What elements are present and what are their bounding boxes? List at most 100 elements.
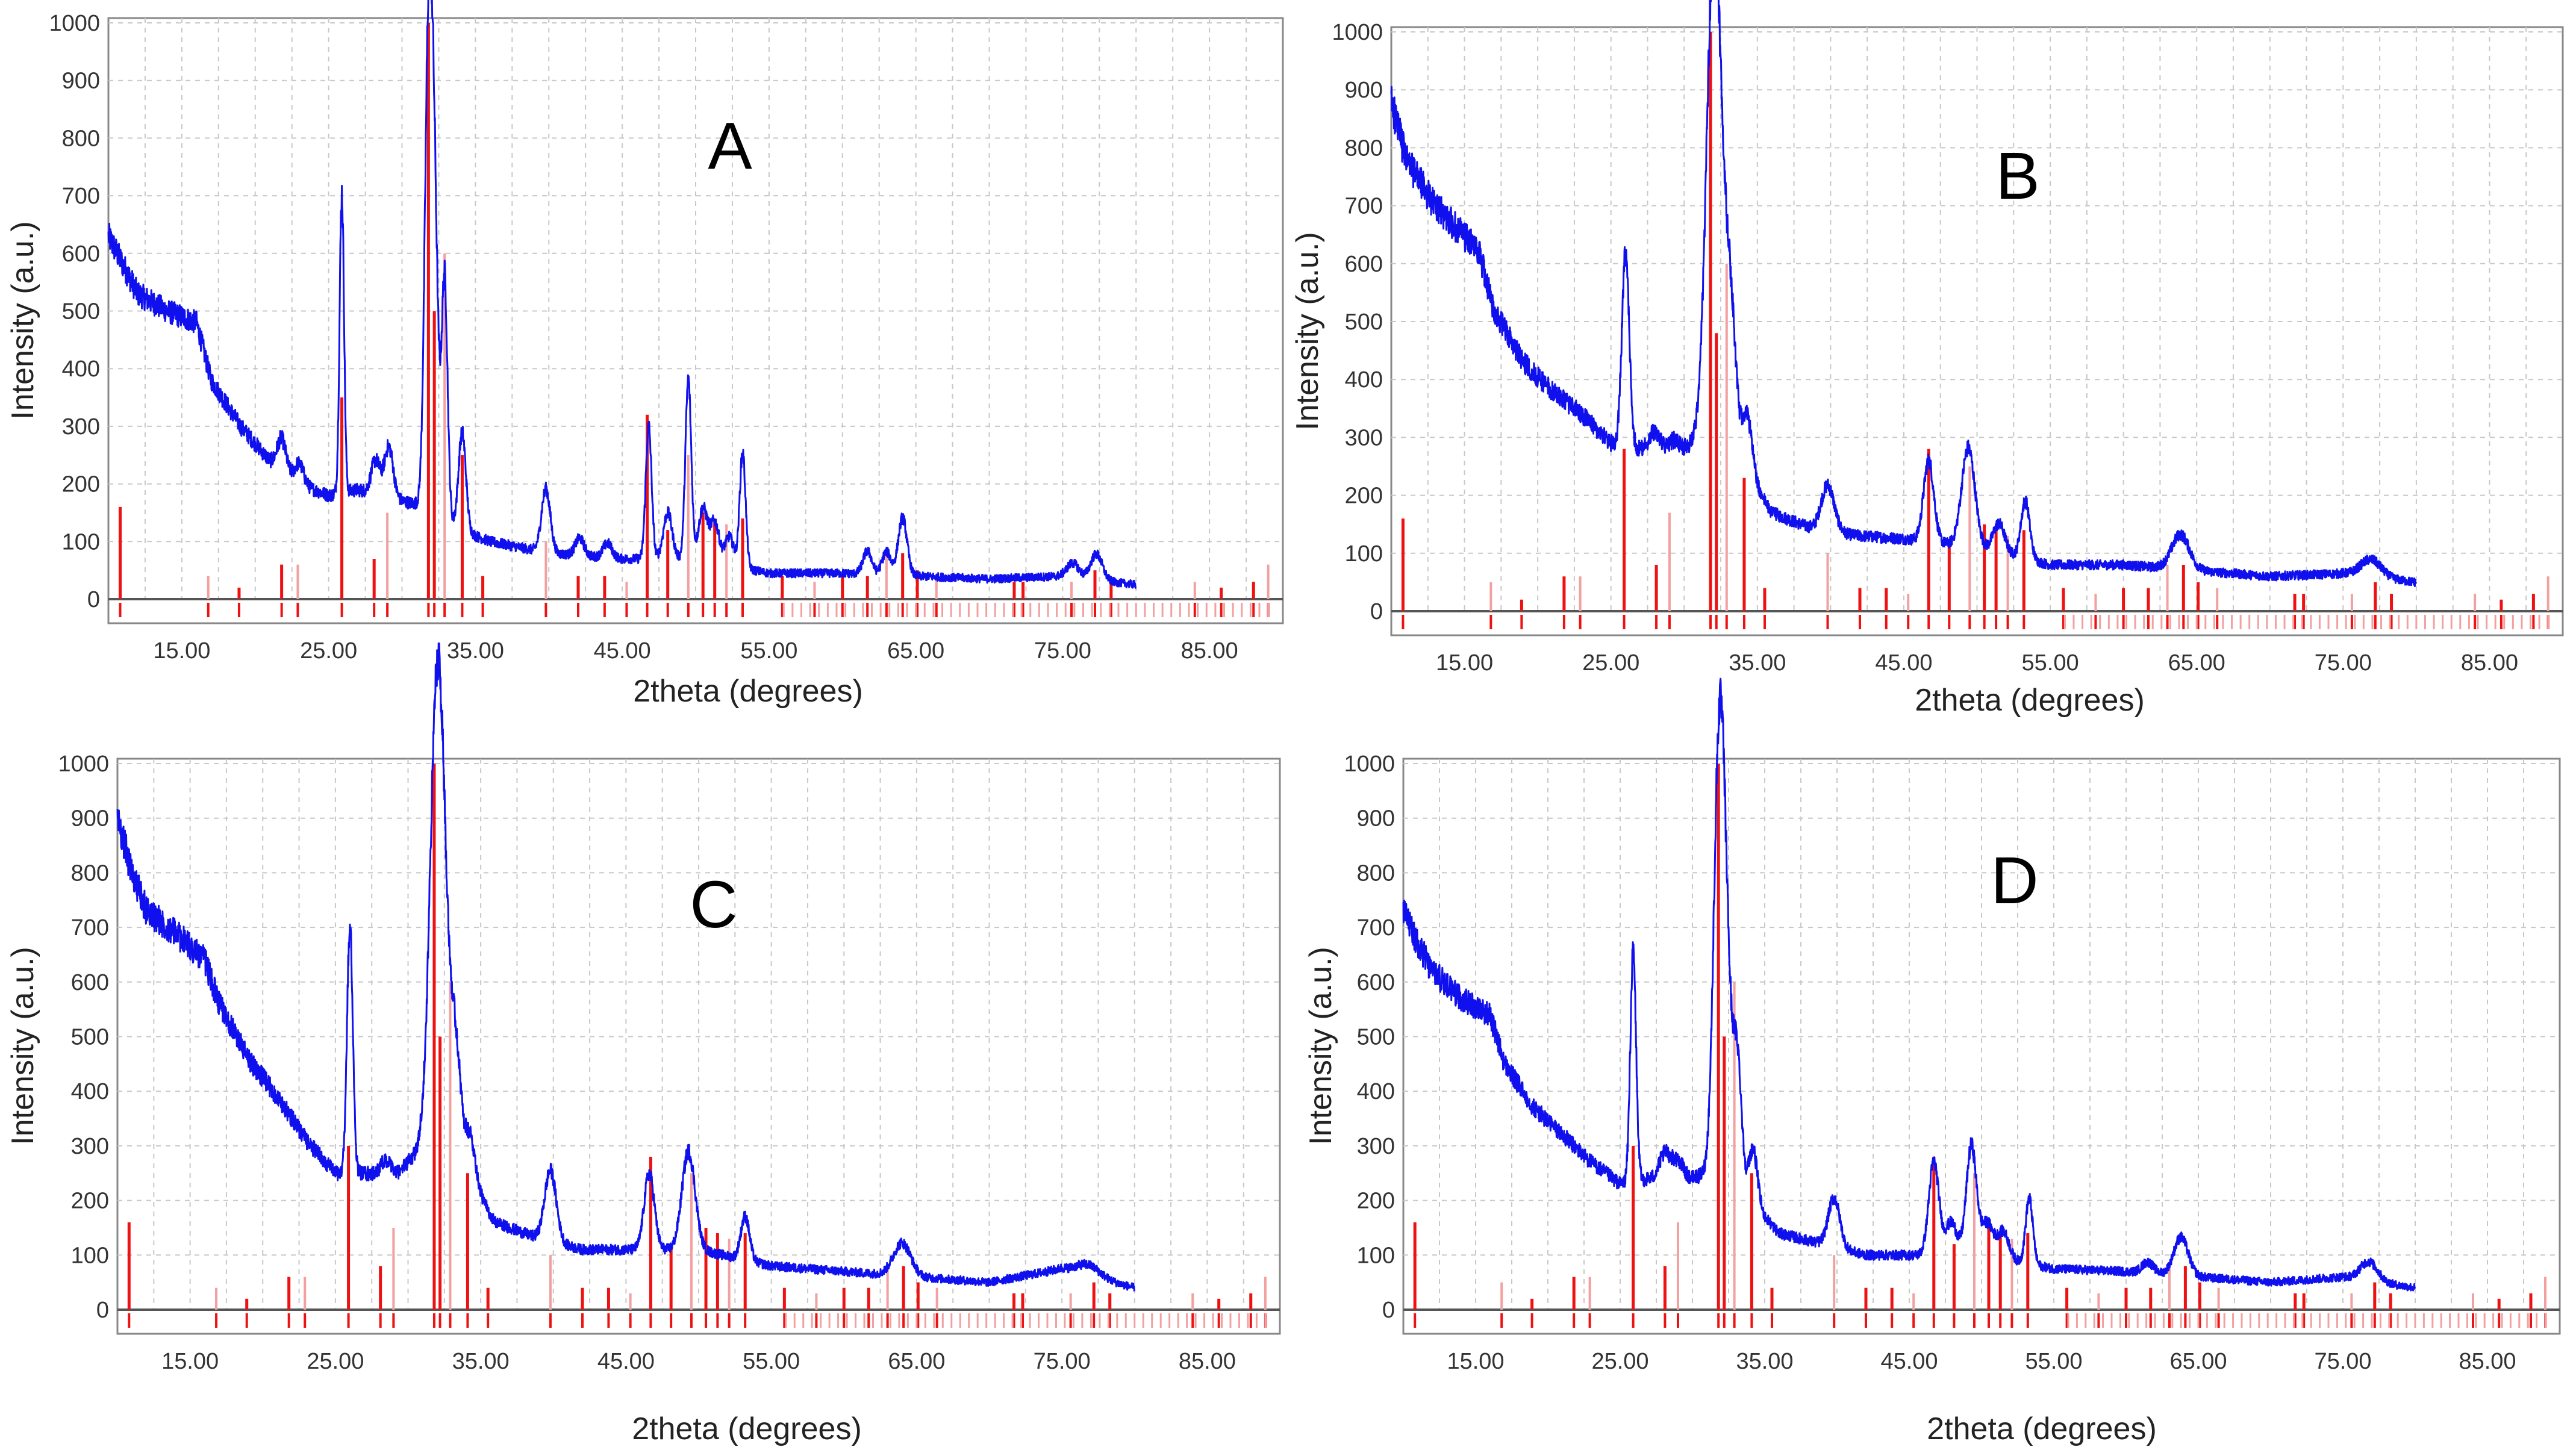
y-tick-label: 700 xyxy=(71,915,109,941)
y-tick-label: 900 xyxy=(1357,806,1395,832)
y-tick-label: 800 xyxy=(62,126,100,151)
panel-label: A xyxy=(708,109,752,183)
y-tick-label: 1000 xyxy=(1344,751,1395,777)
x-tick-label: 45.00 xyxy=(1875,650,1932,676)
xrd-pattern-line xyxy=(107,0,1137,589)
x-tick-label: 65.00 xyxy=(2169,1349,2227,1374)
y-tick-label: 100 xyxy=(1357,1243,1395,1268)
plot-frame xyxy=(1390,26,2564,636)
y-tick-label: 700 xyxy=(1345,194,1383,219)
y-tick-label: 400 xyxy=(71,1079,109,1104)
y-tick-label: 500 xyxy=(1357,1025,1395,1050)
x-tick-label: 85.00 xyxy=(2461,650,2518,676)
x-tick-label: 65.00 xyxy=(887,638,944,664)
x-tick-label: 85.00 xyxy=(1179,1349,1236,1374)
chart-panel-d: 0 100 200 300 400 500 600 700 800 900 1000 15.00 25.… xyxy=(1303,677,2561,1446)
y-tick-label: 900 xyxy=(62,69,100,94)
y-tick-label: 500 xyxy=(1345,310,1383,335)
y-tick-label: 500 xyxy=(62,299,100,325)
x-axis-title: 2theta (degrees) xyxy=(1915,683,2145,718)
panel-label: C xyxy=(690,868,737,942)
plot-frame xyxy=(1402,758,2561,1335)
x-tick-label: 25.00 xyxy=(1591,1349,1648,1374)
y-tick-label: 700 xyxy=(62,184,100,209)
y-tick-label: 300 xyxy=(1357,1134,1395,1159)
x-tick-label: 35.00 xyxy=(1736,1349,1793,1374)
x-tick-label: 35.00 xyxy=(452,1349,510,1374)
y-tick-label: 100 xyxy=(71,1243,109,1268)
y-tick-label: 600 xyxy=(1345,252,1383,277)
xrd-pattern-line xyxy=(116,642,1135,1292)
x-tick-label: 85.00 xyxy=(1181,638,1238,664)
y-tick-label: 600 xyxy=(1357,970,1395,995)
y-tick-label: 900 xyxy=(1345,78,1383,103)
x-tick-label: 35.00 xyxy=(447,638,504,664)
x-tick-label: 65.00 xyxy=(2168,650,2225,676)
panel-label: B xyxy=(1995,139,2039,213)
y-tick-label: 300 xyxy=(1345,425,1383,450)
x-tick-label: 55.00 xyxy=(2022,650,2079,676)
x-tick-label: 55.00 xyxy=(740,638,797,664)
chart-panel-b: 0 100 200 300 400 500 600 700 800 900 1000 15.00 25.… xyxy=(1290,0,2564,718)
y-tick-label: 0 xyxy=(1382,1298,1395,1323)
y-axis-title: Intensity (a.u.) xyxy=(1290,232,1325,430)
y-tick-label: 200 xyxy=(71,1189,109,1214)
y-axis-title: Intensity (a.u.) xyxy=(5,947,40,1145)
x-tick-label: 65.00 xyxy=(888,1349,945,1374)
xrd-pattern-line xyxy=(1402,677,2416,1292)
y-tick-label: 700 xyxy=(1357,915,1395,941)
reference-position-ticks xyxy=(119,603,1270,617)
y-tick-label: 100 xyxy=(62,529,100,555)
y-tick-label: 1000 xyxy=(1332,20,1383,45)
x-tick-label: 45.00 xyxy=(594,638,651,664)
chart-panel-a: 0 100 200 300 400 500 600 700 800 900 1000 15.00 25.… xyxy=(5,0,1284,709)
panel-label: D xyxy=(1991,844,2038,918)
x-tick-label: 35.00 xyxy=(1729,650,1786,676)
y-tick-label: 400 xyxy=(1345,367,1383,393)
y-tick-label: 0 xyxy=(1370,599,1383,624)
x-axis-title: 2theta (degrees) xyxy=(633,674,863,709)
x-tick-label: 15.00 xyxy=(1447,1349,1504,1374)
y-tick-label: 800 xyxy=(1345,135,1383,161)
x-tick-label: 45.00 xyxy=(1880,1349,1938,1374)
y-tick-label: 1000 xyxy=(58,751,109,777)
y-tick-label: 100 xyxy=(1345,541,1383,567)
x-tick-label: 15.00 xyxy=(161,1349,219,1374)
y-tick-label: 900 xyxy=(71,806,109,832)
x-axis-title: 2theta (degrees) xyxy=(1927,1411,2157,1446)
x-tick-label: 45.00 xyxy=(597,1349,655,1374)
x-tick-label: 75.00 xyxy=(1034,638,1091,664)
x-tick-label: 75.00 xyxy=(1034,1349,1091,1374)
chart-panel-c: 0 100 200 300 400 500 600 700 800 900 1000 15.00 25.… xyxy=(5,642,1281,1446)
plot-frame xyxy=(116,758,1281,1335)
x-tick-label: 15.00 xyxy=(1436,650,1493,676)
y-tick-label: 800 xyxy=(1357,860,1395,886)
y-tick-label: 300 xyxy=(62,414,100,440)
x-tick-label: 25.00 xyxy=(307,1349,364,1374)
x-axis-title: 2theta (degrees) xyxy=(632,1411,862,1446)
y-tick-label: 0 xyxy=(87,587,100,612)
reference-position-ticks xyxy=(1402,615,2549,629)
y-tick-label: 300 xyxy=(71,1134,109,1159)
y-tick-label: 1000 xyxy=(49,11,100,36)
y-tick-label: 200 xyxy=(1345,484,1383,509)
y-tick-label: 200 xyxy=(62,472,100,497)
reference-position-ticks xyxy=(128,1313,1267,1328)
xrd-pattern-line xyxy=(1390,0,2417,587)
x-tick-label: 15.00 xyxy=(153,638,210,664)
y-tick-label: 600 xyxy=(62,241,100,267)
y-tick-label: 500 xyxy=(71,1025,109,1050)
x-tick-label: 75.00 xyxy=(2315,650,2372,676)
y-axis-title: Intensity (a.u.) xyxy=(1303,947,1338,1145)
y-tick-label: 0 xyxy=(96,1298,109,1323)
x-tick-label: 25.00 xyxy=(300,638,357,664)
y-tick-label: 800 xyxy=(71,860,109,886)
reference-position-ticks xyxy=(1414,1313,2546,1328)
y-tick-label: 400 xyxy=(1357,1079,1395,1104)
x-tick-label: 75.00 xyxy=(2314,1349,2371,1374)
x-tick-label: 55.00 xyxy=(2025,1349,2082,1374)
x-tick-label: 55.00 xyxy=(743,1349,800,1374)
x-tick-label: 85.00 xyxy=(2459,1349,2516,1374)
y-tick-label: 400 xyxy=(62,356,100,382)
